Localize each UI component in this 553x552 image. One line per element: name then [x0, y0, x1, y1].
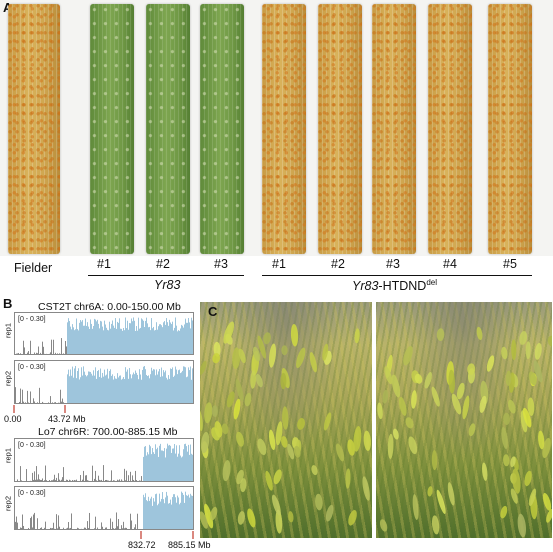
leaf-mutant-5 — [488, 4, 532, 254]
bottom-rep2-track: [0 - 0.30] — [14, 486, 194, 530]
bottom-rep1-coverage — [17, 443, 193, 481]
leaf-mutant-1 — [262, 4, 306, 254]
top-rep2-range: [0 - 0.30] — [18, 364, 46, 371]
bottom-axis-end: 885.15 Mb — [168, 540, 211, 550]
panel-b-letter: B — [3, 296, 13, 311]
mutant-rep-2: #2 — [331, 257, 345, 271]
top-rep2-coverage — [15, 365, 193, 403]
mutant-rep-5: #5 — [503, 257, 517, 271]
field-photo-left — [200, 302, 372, 538]
yr83-group-label: Yr83 — [154, 278, 181, 292]
bottom-rep1-track: [0 - 0.30] — [14, 438, 194, 482]
bottom-rep1-label: rep1 — [3, 448, 13, 464]
top-rep2-label: rep2 — [3, 371, 13, 387]
mutant-rep-3: #3 — [386, 257, 400, 271]
fielder-label: Fielder — [14, 261, 53, 275]
bottom-rep1-range: [0 - 0.30] — [18, 442, 46, 449]
top-rep1-coverage — [16, 317, 193, 354]
leaf-mutant-2 — [318, 4, 362, 254]
bottom-rep2-range: [0 - 0.30] — [18, 490, 46, 497]
bottom-axis — [140, 531, 194, 539]
top-axis — [13, 405, 66, 413]
top-axis-start: 0.00 — [4, 414, 22, 424]
wheat-heads-left — [200, 321, 372, 534]
yr83-rep-3: #3 — [214, 257, 228, 271]
mutant-rep-1: #1 — [272, 257, 286, 271]
bottom-rep2-label: rep2 — [3, 496, 13, 512]
yr83-rep-1: #1 — [97, 257, 111, 271]
yr83-rep-2: #2 — [156, 257, 170, 271]
leaf-yr83-2 — [146, 4, 190, 254]
leaf-mutant-3 — [372, 4, 416, 254]
mutant-group-line — [262, 275, 532, 276]
top-rep1-track: [0 - 0.30] — [14, 312, 194, 355]
leaf-mutant-4 — [428, 4, 472, 254]
bottom-track-title: Lo7 chr6R: 700.00-885.15 Mb — [38, 426, 178, 438]
wheat-heads-right — [377, 326, 552, 538]
panel-c-letter: C — [208, 304, 218, 319]
yr83-group-line — [88, 275, 244, 276]
bottom-axis-marker: 832.72 — [128, 540, 156, 550]
leaf-fielder — [8, 4, 60, 254]
top-rep1-label: rep1 — [3, 323, 13, 339]
leaf-yr83-3 — [200, 4, 244, 254]
bottom-rep2-coverage — [15, 491, 193, 529]
mutant-group-label: Yr83-HTDNDdel — [352, 278, 438, 294]
top-rep1-range: [0 - 0.30] — [18, 316, 46, 323]
top-track-title: CST2T chr6A: 0.00-150.00 Mb — [38, 301, 181, 313]
top-rep2-track: [0 - 0.30] — [14, 360, 194, 404]
top-axis-marker: 43.72 Mb — [48, 414, 86, 424]
field-photo-right — [376, 302, 552, 538]
panel-a-letter: A — [3, 0, 12, 15]
leaf-yr83-1 — [90, 4, 134, 254]
mutant-rep-4: #4 — [443, 257, 457, 271]
